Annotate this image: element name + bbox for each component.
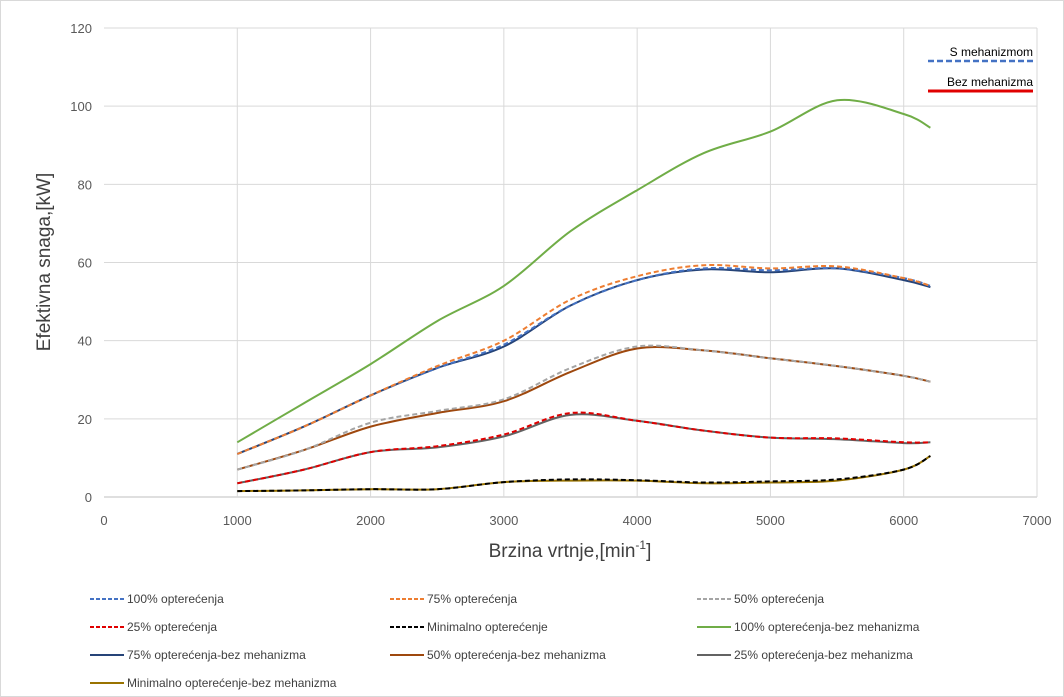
x-tick-label: 3000 xyxy=(489,513,518,528)
y-tick-label: 20 xyxy=(78,412,92,427)
legend-label: 25% opterećenja xyxy=(127,620,217,634)
x-tick-label: 6000 xyxy=(889,513,918,528)
legend-label: 50% opterećenja-bez mehanizma xyxy=(427,648,606,662)
legend: 100% opterećenja 75% opterećenja 50% opter… xyxy=(90,592,920,690)
annotation-legend: S mehanizmom Bez mehanizma xyxy=(928,45,1033,93)
legend-label: 75% opterećenja xyxy=(427,592,517,606)
y-tick-label: 60 xyxy=(78,256,92,271)
legend-label: 100% opterećenja-bez mehanizma xyxy=(734,620,920,634)
x-axis-title-sup: -1 xyxy=(635,538,646,552)
series-line-2 xyxy=(236,263,931,455)
legend-label: 25% opterećenja-bez mehanizma xyxy=(734,648,913,662)
series-line-5 xyxy=(237,455,931,493)
x-axis-ticks: 0 1000 2000 3000 4000 5000 6000 7000 xyxy=(100,513,1051,528)
series-line-9 xyxy=(237,413,931,485)
series-line-8 xyxy=(237,346,931,471)
series-line-1 xyxy=(236,266,931,455)
x-tick-label: 1000 xyxy=(223,513,252,528)
y-tick-label: 100 xyxy=(70,99,92,114)
x-axis-title-end: ] xyxy=(646,541,651,562)
legend-label: Minimalno opterećenje xyxy=(427,620,548,634)
series-lines xyxy=(236,98,931,493)
x-axis-title-main: Brzina vrtnje,[min xyxy=(489,541,636,562)
x-axis-title: Brzina vrtnje,[min-1] xyxy=(489,538,652,562)
x-tick-label: 7000 xyxy=(1023,513,1052,528)
series-line-4 xyxy=(237,411,931,485)
y-axis-ticks: 0 20 40 60 80 100 120 xyxy=(70,21,92,505)
x-tick-label: 0 xyxy=(100,513,107,528)
legend-label: Minimalno opterećenje-bez mehanizma xyxy=(127,676,337,690)
x-tick-label: 5000 xyxy=(756,513,785,528)
legend-label: 100% opterećenja xyxy=(127,592,224,606)
series-line-3 xyxy=(237,344,931,471)
x-tick-label: 4000 xyxy=(623,513,652,528)
y-tick-label: 40 xyxy=(78,334,92,349)
legend-label: 50% opterećenja xyxy=(734,592,824,606)
x-tick-label: 2000 xyxy=(356,513,385,528)
grid-lines xyxy=(104,27,1038,498)
y-axis-title: Efektivna snaga,[kW] xyxy=(34,173,55,351)
annotation-label: Bez mehanizma xyxy=(947,75,1033,89)
series-line-6 xyxy=(236,98,931,444)
annotation-label: S mehanizmom xyxy=(950,45,1033,59)
legend-label: 75% opterećenja-bez mehanizma xyxy=(127,648,306,662)
y-tick-label: 80 xyxy=(78,177,92,192)
y-tick-label: 120 xyxy=(70,21,92,36)
series-line-7 xyxy=(236,267,931,455)
y-tick-label: 0 xyxy=(85,490,92,505)
series-line-10 xyxy=(237,455,931,493)
